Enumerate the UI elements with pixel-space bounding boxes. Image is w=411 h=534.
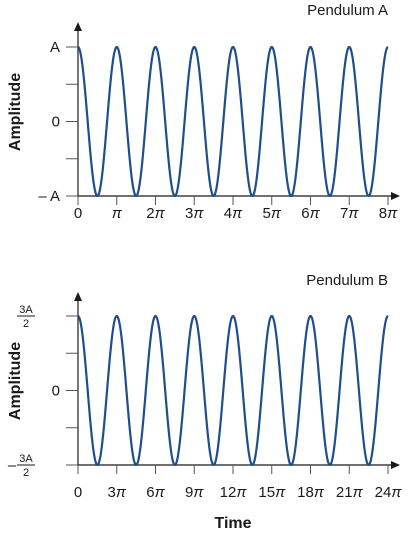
panel-title: Pendulum A — [307, 2, 388, 19]
x-tick-label: 21π — [336, 484, 364, 501]
y-tick-label: –3A 2 — [8, 453, 35, 479]
x-tick-label: 6π — [146, 484, 165, 501]
panel-title: Pendulum B — [306, 272, 388, 289]
x-tick-label: 2π — [146, 205, 165, 222]
x-tick-label: 3π — [108, 484, 127, 501]
y-tick-label: 3A2 — [17, 304, 35, 330]
x-tick-label: π — [112, 205, 123, 222]
chart-panel-1: A 0 – A 0 π 2π 3π 4π 5π 6π 7π 8π Pendulum A Amplitude — [7, 2, 400, 222]
x-tick-label: 15π — [258, 484, 286, 501]
y-tick-label: 0 — [52, 383, 60, 400]
x-tick-label: 8π — [379, 205, 398, 222]
x-tick-label: 7π — [340, 205, 359, 222]
y-axis-title: Amplitude — [7, 73, 24, 151]
y-tick-label: A — [50, 39, 60, 56]
x-tick-label: 9π — [185, 484, 204, 501]
y-tick-denominator: 2 — [23, 467, 29, 479]
y-tick-numerator: 3A — [19, 304, 33, 316]
y-tick-label: 0 — [52, 114, 60, 131]
x-tick-label: 24π — [375, 484, 403, 501]
x-axis-arrow — [391, 461, 400, 469]
x-tick-label: 18π — [297, 484, 325, 501]
x-axis-title: Time — [214, 515, 251, 532]
x-axis-arrow — [391, 192, 400, 200]
series-line — [77, 314, 389, 467]
series-line — [77, 45, 389, 198]
x-tick-label: 6π — [301, 205, 320, 222]
y-axis-arrow — [74, 22, 82, 31]
y-axis-arrow — [74, 292, 82, 301]
y-tick-denominator: 2 — [23, 318, 29, 330]
x-tick-label: 4π — [224, 205, 243, 222]
x-tick-label: 3π — [185, 205, 204, 222]
x-tick-label: 0 — [74, 205, 82, 222]
x-tick-label: 5π — [263, 205, 282, 222]
y-tick-numerator: 3A — [19, 453, 33, 465]
y-tick-label: – A — [38, 188, 60, 205]
y-axis-title: Amplitude — [7, 342, 24, 420]
x-tick-label: 0 — [74, 484, 82, 501]
x-tick-label: 12π — [220, 484, 248, 501]
y-tick-minus: – — [8, 457, 17, 474]
